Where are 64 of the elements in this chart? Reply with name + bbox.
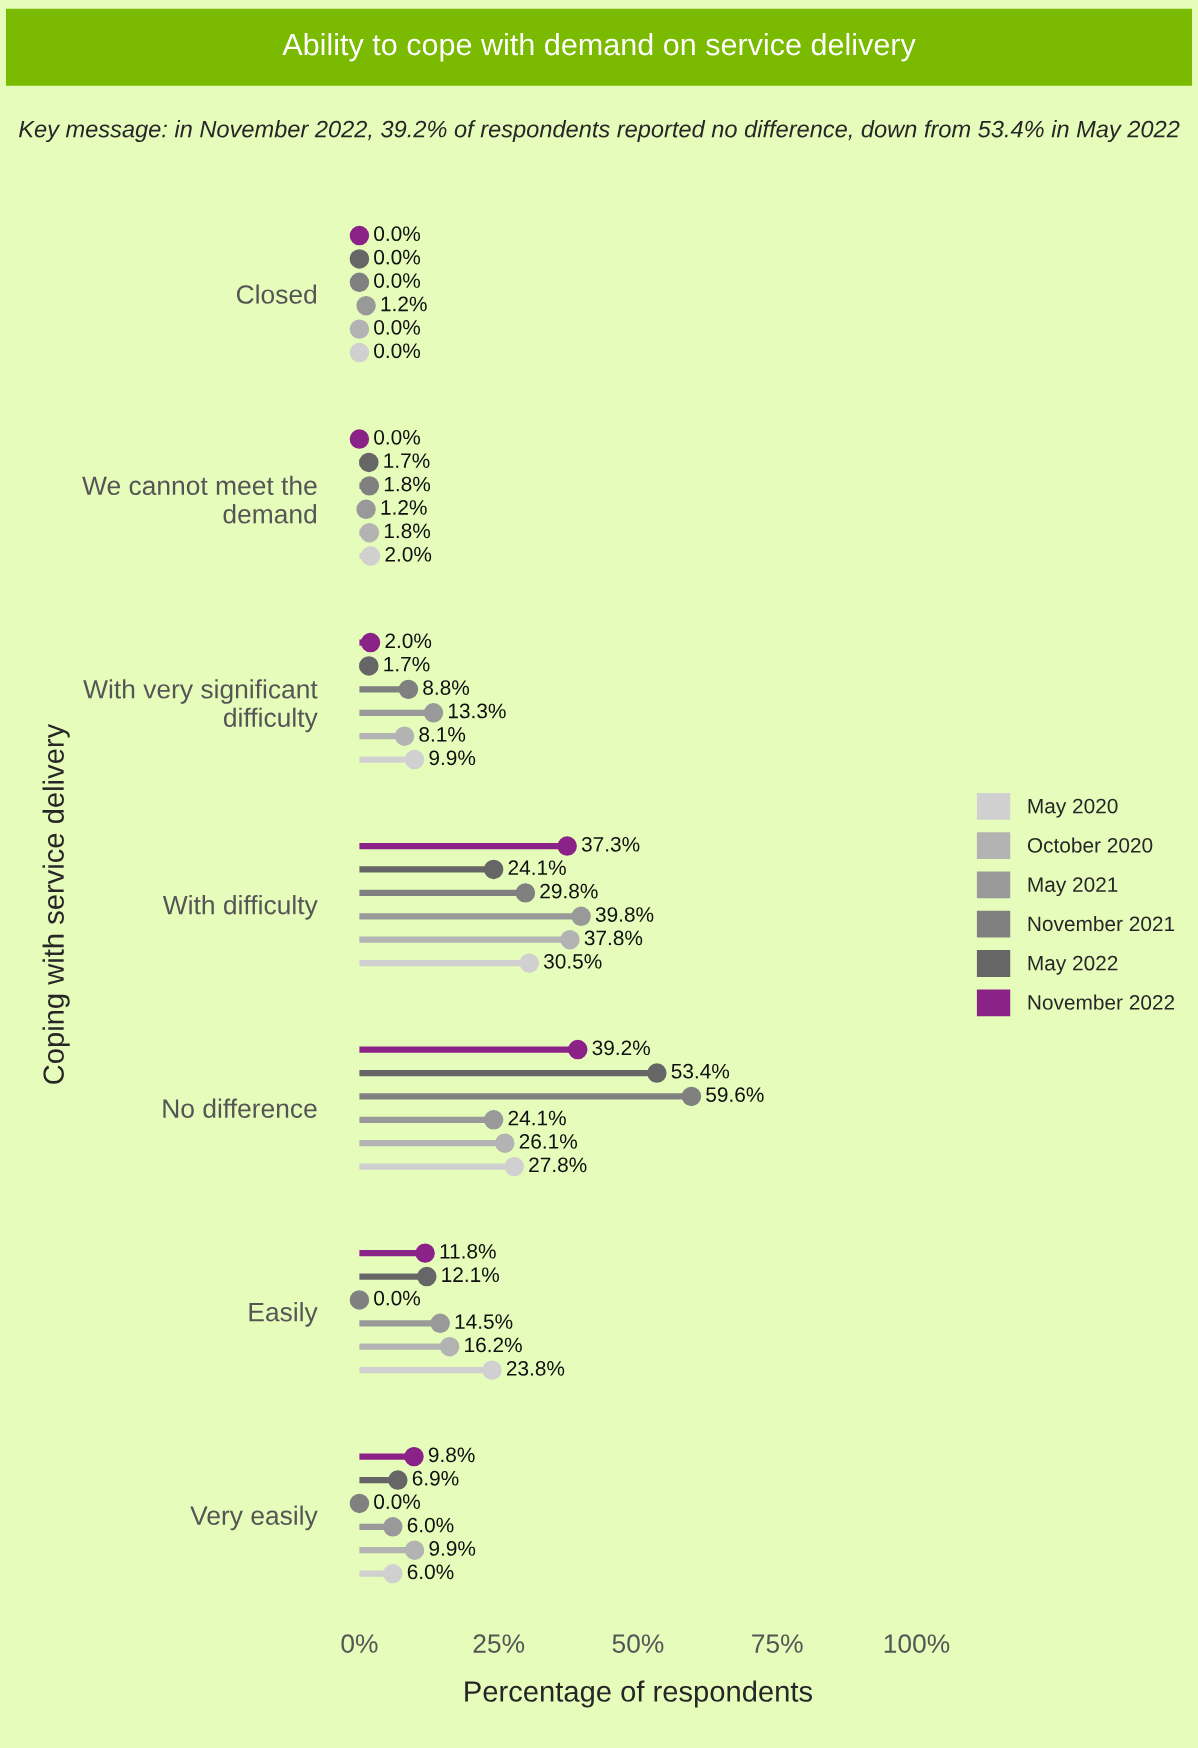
- data-label: 59.6%: [706, 1087, 764, 1102]
- chart-title: Ability to cope with demand on service delivery: [282, 32, 916, 62]
- data-label: 23.8%: [506, 1360, 565, 1376]
- x-axis-title: Percentage of respondents: [465, 1680, 813, 1708]
- data-label: 27.8%: [529, 1157, 587, 1173]
- y-tick-label: Very easily: [190, 1505, 318, 1531]
- data-label: 0.0%: [374, 319, 421, 335]
- y-tick-label: Easily: [249, 1302, 318, 1327]
- data-label: 14.5%: [455, 1314, 513, 1329]
- data-label: 37.8%: [584, 930, 643, 946]
- data-label: 24.1%: [508, 1110, 566, 1126]
- data-label: 1.2%: [381, 296, 427, 312]
- y-tick-label: With very significant difficulty: [83, 679, 318, 733]
- data-label: 9.8%: [428, 1447, 475, 1463]
- data-label: 2.0%: [385, 633, 432, 649]
- y-tick-label: Closed: [236, 284, 317, 304]
- data-label: 29.8%: [540, 883, 598, 899]
- data-label: 0.0%: [374, 1290, 421, 1306]
- legend-label: November 2022: [1028, 994, 1175, 1010]
- data-label: 26.1%: [519, 1134, 578, 1149]
- data-label: 8.1%: [419, 727, 466, 742]
- data-label: 9.9%: [429, 750, 476, 766]
- y-axis-title: Coping with service delivery: [42, 723, 70, 1084]
- data-label: 30.5%: [543, 953, 602, 969]
- data-label: 0.0%: [374, 429, 421, 445]
- data-label: 16.2%: [465, 1337, 522, 1353]
- x-tick-label: 0%: [341, 1634, 378, 1653]
- data-label: 39.2%: [592, 1040, 650, 1056]
- data-label: 0.0%: [374, 226, 421, 242]
- x-tick-label: 100%: [884, 1634, 950, 1653]
- data-label: 1.2%: [381, 500, 427, 515]
- data-label: 0.0%: [374, 273, 421, 288]
- data-label: 9.9%: [429, 1541, 476, 1556]
- y-tick-label: We cannot meet the demand: [82, 475, 317, 524]
- legend-label: May 2020: [1028, 798, 1118, 818]
- data-label: 39.8%: [595, 907, 654, 922]
- x-tick-label: 50%: [612, 1634, 664, 1653]
- data-label: 6.0%: [407, 1517, 454, 1533]
- data-label: 11.8%: [440, 1243, 496, 1259]
- data-label: 1.7%: [384, 453, 430, 468]
- x-tick-label: 25%: [473, 1634, 525, 1653]
- legend-label: October 2020: [1027, 837, 1153, 853]
- data-label: 1.8%: [384, 476, 431, 492]
- data-label: 8.8%: [423, 680, 470, 695]
- legend-label: November 2021: [1028, 915, 1175, 932]
- data-label: 6.0%: [407, 1564, 454, 1580]
- data-label: 2.0%: [385, 546, 432, 562]
- data-label: 37.3%: [581, 836, 640, 852]
- chart-subtitle: Key message: in November 2022, 39.2% of respondents reported no difference, down from 53.4% in May 2022: [18, 120, 1180, 143]
- data-label: 24.1%: [508, 860, 566, 875]
- x-tick-label: 75%: [752, 1634, 803, 1653]
- data-label: 0.0%: [374, 343, 421, 359]
- data-label: 6.9%: [412, 1470, 459, 1486]
- data-label: 13.3%: [448, 703, 506, 719]
- data-label: 1.7%: [384, 656, 430, 672]
- data-label: 12.1%: [442, 1267, 500, 1283]
- legend-label: May 2021: [1028, 877, 1118, 897]
- legend-label: May 2022: [1028, 955, 1118, 975]
- data-label: 0.0%: [374, 249, 421, 265]
- y-tick-label: No difference: [163, 1098, 317, 1118]
- data-label: 0.0%: [374, 1494, 421, 1510]
- y-tick-label: With difficulty: [162, 895, 318, 920]
- data-label: 1.8%: [384, 523, 431, 539]
- data-label: 53.4%: [671, 1063, 730, 1079]
